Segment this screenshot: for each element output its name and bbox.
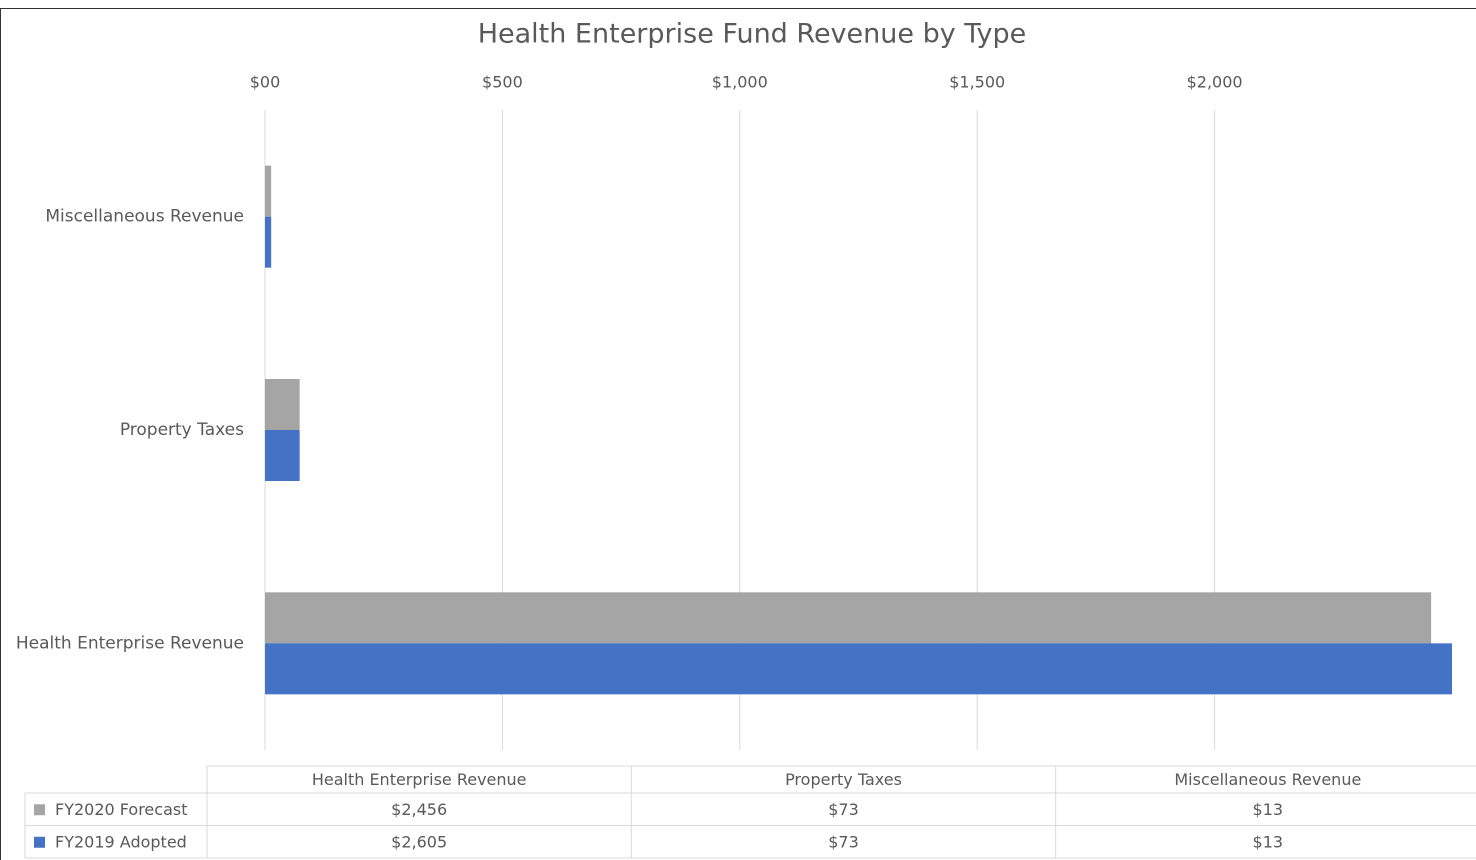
y-tick-label: Property Taxes xyxy=(120,420,244,440)
x-tick-label: $2,000 xyxy=(1187,73,1243,92)
legend-swatch xyxy=(34,804,45,816)
bar xyxy=(265,592,1432,644)
bar xyxy=(265,643,1452,695)
bar xyxy=(265,216,272,268)
x-tick-label: $1,000 xyxy=(712,73,768,92)
table-value: $2,456 xyxy=(391,800,447,819)
table-value: $13 xyxy=(1253,800,1284,819)
x-tick-label: $500 xyxy=(482,73,523,92)
table-row xyxy=(24,825,1476,859)
table-header: Health Enterprise Revenue xyxy=(312,770,527,789)
y-tick-label: Health Enterprise Revenue xyxy=(16,633,244,653)
chart-border xyxy=(0,8,1476,860)
legend-label: FY2020 Forecast xyxy=(55,800,187,819)
chart-title: Health Enterprise Fund Revenue by Type xyxy=(478,19,1027,50)
table-header: Miscellaneous Revenue xyxy=(1174,770,1361,789)
bar xyxy=(265,165,272,217)
bar xyxy=(265,430,300,481)
x-tick-label: $00 xyxy=(250,73,281,92)
table-value: $2,605 xyxy=(391,832,447,851)
table-value: $73 xyxy=(828,800,859,819)
y-tick-label: Miscellaneous Revenue xyxy=(45,207,244,227)
legend-swatch xyxy=(34,836,45,848)
bar xyxy=(265,379,300,430)
table-header: Property Taxes xyxy=(785,770,902,789)
table-value: $73 xyxy=(828,832,859,851)
legend-label: FY2019 Adopted xyxy=(55,832,187,851)
bars xyxy=(265,165,1452,695)
table-value: $13 xyxy=(1253,832,1284,851)
x-tick-label: $1,500 xyxy=(949,73,1005,92)
